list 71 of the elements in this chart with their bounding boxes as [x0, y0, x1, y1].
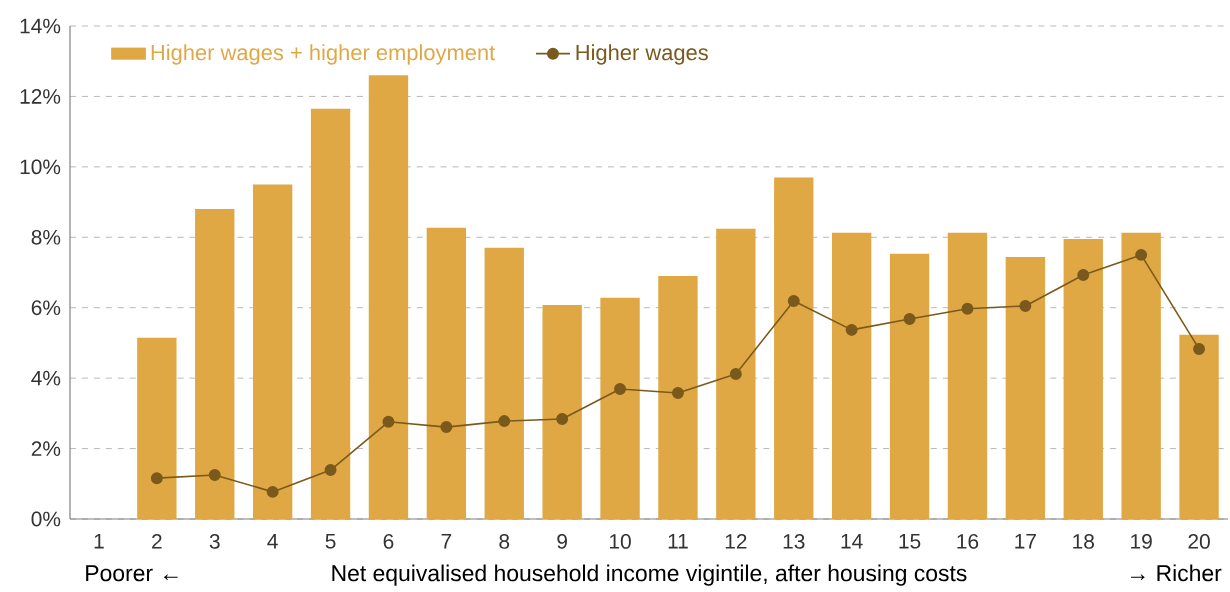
bar	[658, 276, 698, 519]
text: Poorer ←	[86, 565, 178, 582]
x-tick-label: 20	[1188, 534, 1210, 549]
bar	[1179, 334, 1219, 519]
point	[1135, 248, 1148, 261]
point	[614, 383, 627, 396]
x-tick-label: 10	[610, 534, 631, 549]
x-tick-label: 4	[267, 534, 278, 549]
bar	[484, 247, 524, 519]
y-tick-label: 2%	[31, 441, 61, 456]
x-tick-label: 1	[94, 534, 104, 549]
point	[266, 485, 279, 498]
x-tick-label: 12	[725, 534, 747, 549]
point	[324, 464, 337, 477]
x-tick-label: 5	[325, 534, 336, 549]
point	[556, 413, 569, 425]
x-tick-label: 3	[209, 534, 220, 549]
y-tick-label: 0%	[31, 511, 61, 527]
point	[1077, 268, 1090, 281]
y-tick-label: 8%	[31, 229, 61, 245]
legend-label: Higher wages	[576, 44, 708, 65]
point	[498, 415, 511, 428]
bar	[1121, 232, 1161, 519]
point	[150, 472, 163, 485]
legend-label: Higher wages + higher employment	[151, 44, 496, 65]
x-tick-label: 15	[899, 534, 921, 549]
y-tick-label: 4%	[31, 370, 61, 386]
bar	[542, 304, 582, 519]
x-tick-label: 11	[668, 534, 688, 549]
x-tick-label: 6	[383, 534, 394, 549]
bar	[831, 232, 872, 519]
bar	[947, 232, 988, 519]
point	[845, 323, 858, 336]
bar	[716, 228, 756, 519]
y-tick-label: 6%	[31, 300, 61, 316]
bar	[252, 184, 293, 519]
x-tick-label: 16	[957, 534, 979, 549]
bar	[774, 177, 814, 519]
point	[787, 295, 800, 307]
x-tick-label: 13	[783, 534, 805, 549]
x-tick-label: 7	[441, 534, 452, 549]
bar	[368, 75, 409, 519]
x-tick-label: 19	[1131, 534, 1152, 549]
x-tick-label: 2	[152, 534, 162, 549]
point	[729, 367, 742, 380]
bar	[1063, 239, 1103, 519]
y-tick-label: 14%	[20, 18, 61, 34]
point	[440, 421, 453, 434]
bar	[600, 297, 640, 519]
point	[961, 302, 974, 315]
x-tick-label: 17	[1015, 534, 1036, 549]
point	[903, 313, 916, 325]
x-tick-label: 18	[1073, 534, 1094, 549]
bar	[426, 227, 467, 519]
x-tick-label: 9	[557, 534, 567, 549]
x-tick-label: 14	[841, 534, 863, 549]
point	[671, 386, 684, 399]
x-axis-title: Net equivalised household income vigintile, after housing costs	[332, 564, 967, 586]
bar	[137, 337, 177, 519]
text: → Richer	[1131, 564, 1222, 582]
y-tick-label: 12%	[20, 89, 61, 104]
point	[1019, 299, 1032, 312]
bar	[1005, 257, 1046, 519]
bar	[889, 253, 930, 519]
point	[208, 469, 221, 481]
point	[1193, 342, 1206, 355]
y-tick-label: 10%	[20, 159, 61, 175]
bar	[310, 108, 351, 519]
x-tick-label: 8	[499, 534, 510, 549]
point	[382, 415, 395, 428]
bar	[195, 209, 235, 519]
